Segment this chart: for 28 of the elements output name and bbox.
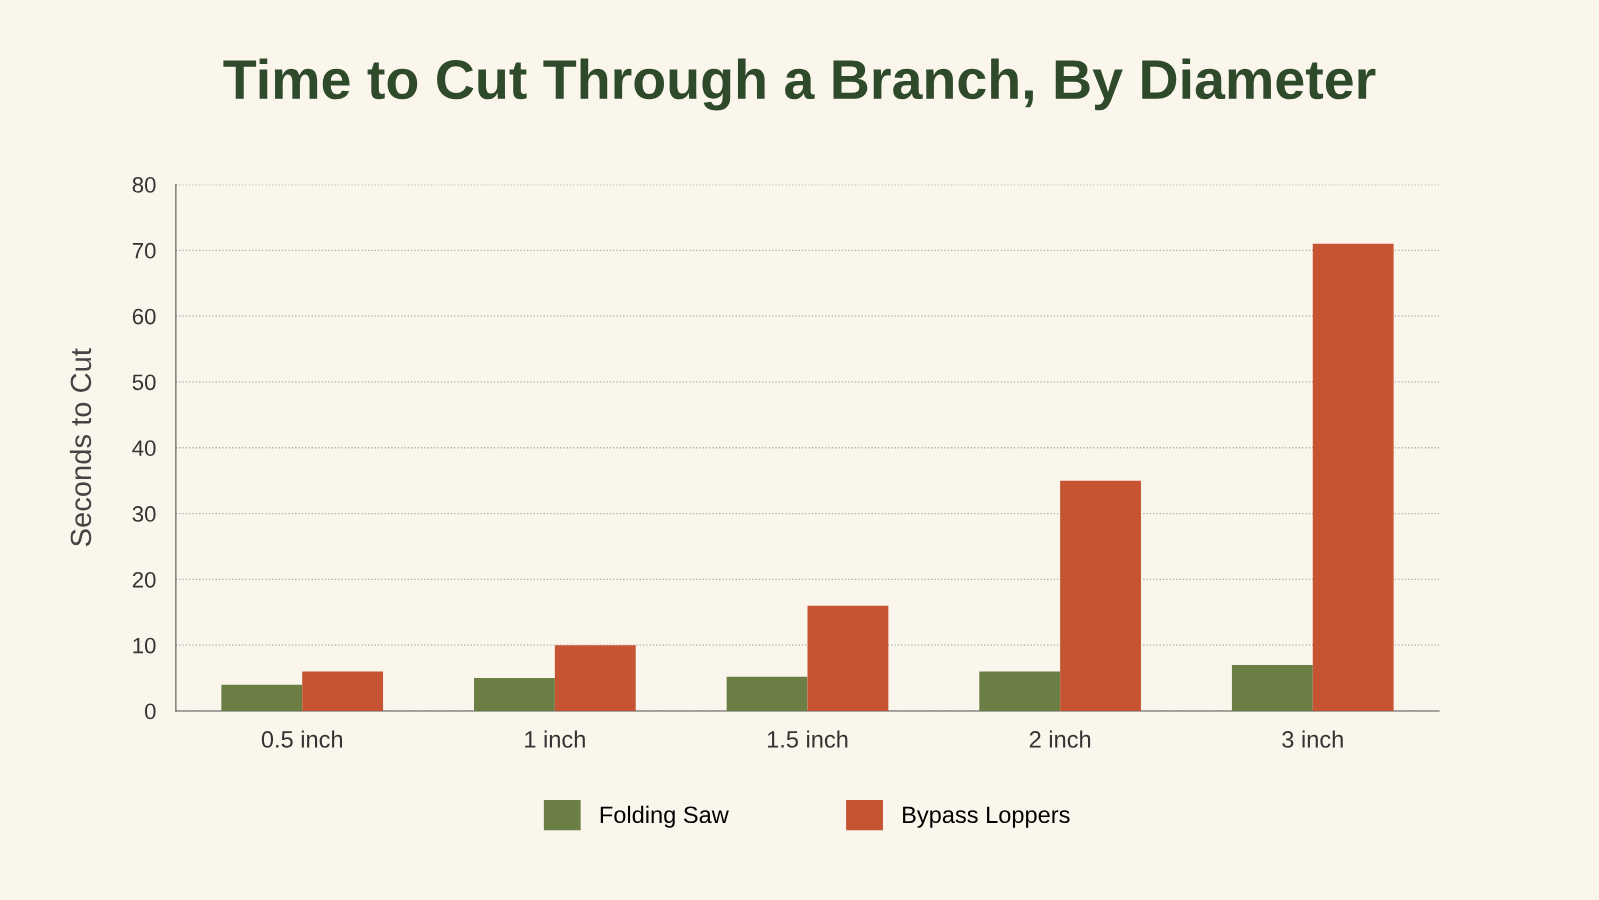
bar [474,678,555,711]
y-tick-label: 40 [132,440,156,457]
bar [807,605,889,711]
y-tick-label: 0 [144,703,156,720]
y-tick-label: 50 [132,374,156,391]
y-tick-label: 70 [132,242,156,259]
bar [979,671,1061,711]
bar [1060,480,1141,711]
bar [1231,664,1313,711]
y-axis-title: Seconds to Cut [69,348,92,547]
y-tick-label: 60 [132,308,156,325]
bar [302,671,384,711]
x-tick-label: 0.5 inch [261,730,343,748]
bar [554,645,636,711]
x-tick-label: 1.5 inch [767,730,848,748]
x-tick-label: 3 inch [1282,730,1343,748]
y-tick-label: 10 [133,637,156,654]
bar [726,676,808,711]
y-tick-label: 30 [132,506,156,522]
y-tick-label: 80 [132,177,156,193]
x-tick-label: 2 inch [1029,730,1091,748]
chart-title: Time to Cut Through a Branch, By Diameter [223,58,1376,111]
bar [221,684,303,711]
legend-label: Bypass Loppers [903,806,1070,828]
legend-label: Folding Saw [600,805,729,828]
x-tick-label: 1 inch [525,730,585,748]
y-tick-label: 20 [132,571,156,588]
bar [1312,243,1394,711]
